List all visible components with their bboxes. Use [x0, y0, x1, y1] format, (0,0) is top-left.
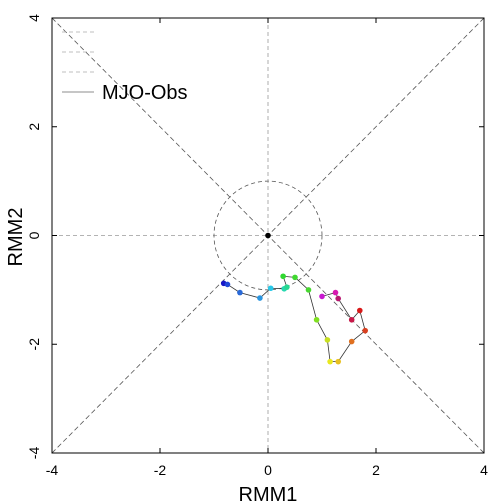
data-point	[348, 338, 355, 345]
data-point	[324, 337, 331, 343]
data-point	[267, 285, 274, 292]
data-point	[292, 274, 298, 281]
x-tick-label: -4	[46, 462, 59, 478]
data-point	[313, 316, 320, 323]
origin-marker	[265, 232, 271, 239]
data-point	[305, 287, 312, 293]
data-point	[237, 289, 243, 296]
unit-circle	[213, 180, 323, 291]
data-point	[357, 307, 363, 314]
data-point	[319, 293, 325, 300]
y-tick-label: 0	[26, 231, 42, 239]
data-point	[257, 295, 263, 301]
data-point	[335, 295, 342, 302]
data-point	[348, 316, 355, 323]
series-layer	[220, 232, 369, 365]
y-tick-label: 2	[26, 123, 42, 131]
x-tick-label: 4	[480, 462, 488, 478]
legend-label: MJO-Obs	[102, 82, 188, 104]
data-point	[335, 358, 342, 365]
data-point	[327, 358, 333, 365]
x-tick-label: 2	[372, 462, 380, 478]
legend: MJO-Obs	[62, 31, 188, 104]
data-point	[332, 289, 339, 296]
x-axis-label: RMM1	[239, 484, 298, 504]
data-point	[284, 284, 290, 290]
y-axis-label: RMM2	[5, 208, 27, 267]
axis-ticks: -4 -2 0 2 4 -4 -2 0 2 4	[26, 14, 488, 478]
y-tick-label: 4	[26, 14, 42, 22]
y-tick-label: -4	[26, 447, 42, 460]
data-point	[280, 273, 286, 280]
data-point	[224, 281, 231, 288]
x-tick-label: 0	[264, 462, 272, 478]
x-tick-label: -2	[154, 462, 167, 478]
data-point	[362, 327, 369, 334]
y-tick-label: -2	[26, 338, 42, 351]
